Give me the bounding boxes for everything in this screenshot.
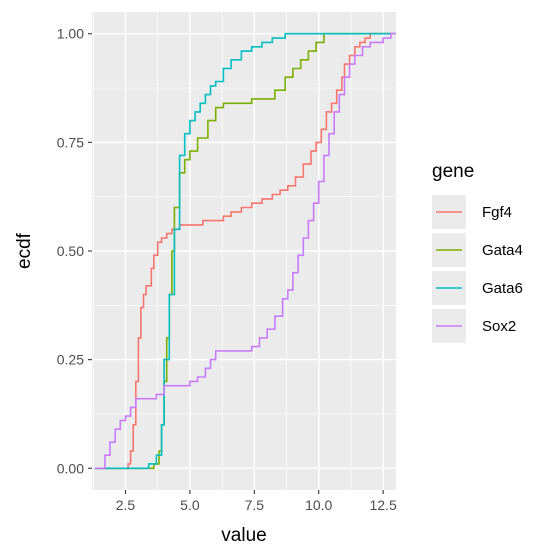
legend-items: Fgf4 Gata4 Gata6 Sox2: [432, 195, 523, 343]
x-tick-label: 10.0: [305, 497, 332, 513]
legend-label: Fgf4: [482, 204, 512, 221]
series-line-sox2: [94, 32, 396, 470]
legend-label: Sox2: [482, 318, 516, 335]
y-axis: 0.00 0.25 0.50 0.75 1.00: [57, 26, 92, 476]
legend-item-fgf4: Fgf4: [432, 195, 512, 229]
series-line-fgf4: [94, 32, 396, 470]
x-axis: 2.5 5.0 7.5 10.0 12.5: [116, 490, 397, 513]
x-tick-label: 7.5: [245, 497, 265, 513]
y-tick-label: 0.25: [57, 352, 84, 368]
x-axis-title: value: [221, 525, 266, 546]
legend-item-sox2: Sox2: [432, 309, 516, 343]
y-tick-label: 0.75: [57, 134, 84, 150]
legend-title: gene: [432, 161, 474, 182]
y-tick-label: 0.50: [57, 243, 84, 259]
legend-item-gata6: Gata6: [432, 271, 523, 305]
x-tick-label: 2.5: [116, 497, 136, 513]
legend-item-gata4: Gata4: [432, 233, 523, 267]
x-tick-label: 5.0: [180, 497, 200, 513]
y-tick-label: 0.00: [57, 460, 84, 476]
y-tick-label: 1.00: [57, 26, 84, 42]
x-tick-label: 12.5: [369, 497, 396, 513]
series-line-gata6: [94, 32, 396, 470]
legend-label: Gata4: [482, 242, 523, 259]
series-lines: [94, 32, 396, 470]
legend-label: Gata6: [482, 280, 523, 297]
legend: gene Fgf4 Gata4 Gata6 Sox2: [430, 161, 523, 348]
y-axis-title: ecdf: [14, 232, 35, 269]
